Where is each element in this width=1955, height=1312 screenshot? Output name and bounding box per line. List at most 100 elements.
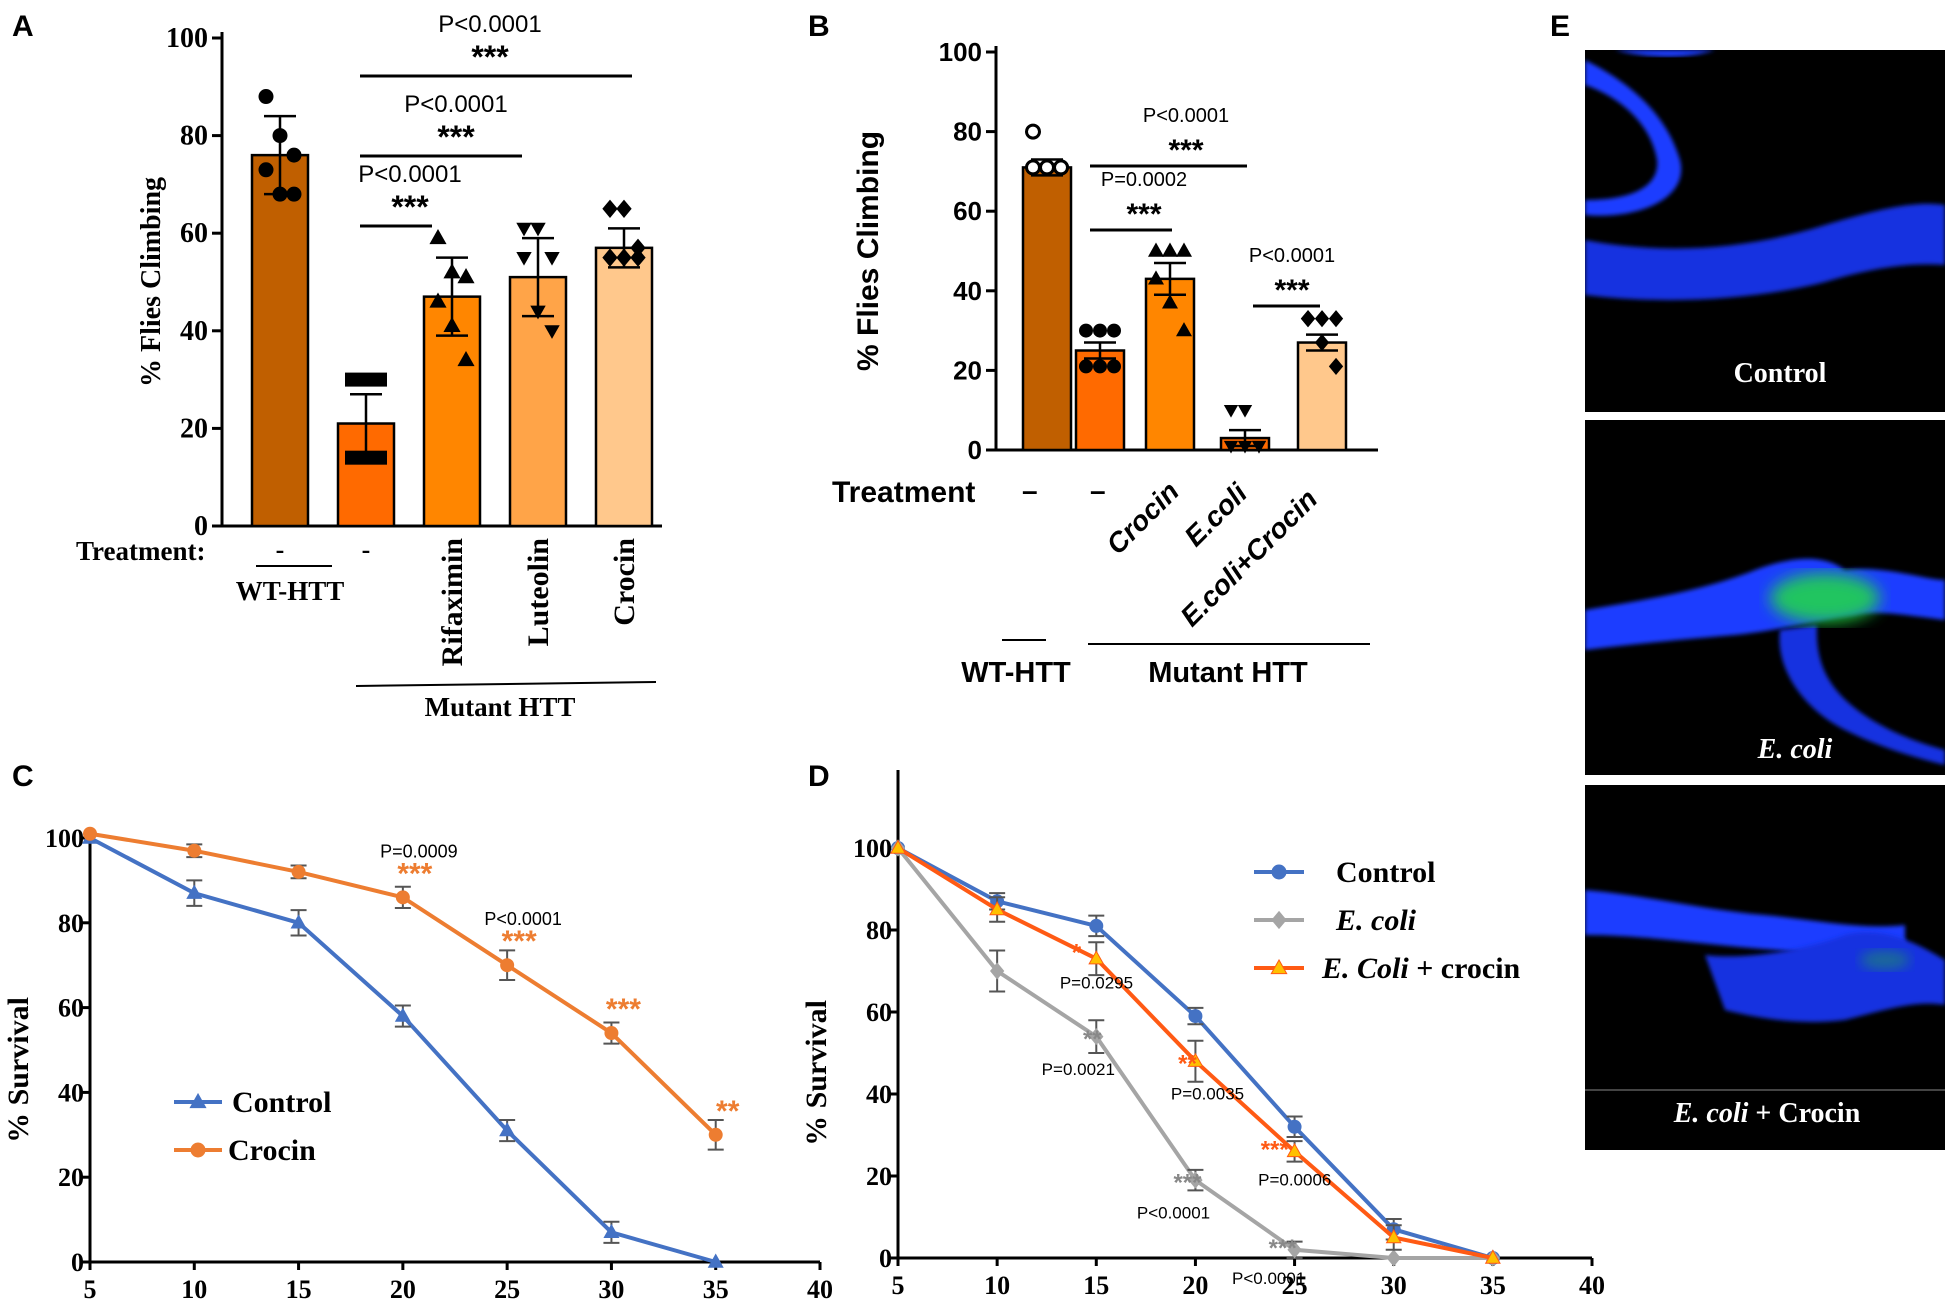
micrograph-label-ecoli-crocin: E. coli + Crocin (1673, 1098, 1861, 1129)
tissue-strand-upper (1585, 890, 1905, 958)
data-point (457, 351, 475, 367)
data-point (187, 843, 202, 858)
data-point (290, 914, 307, 929)
data-point (1187, 1052, 1204, 1067)
x-tick-label: 25 (494, 1275, 520, 1304)
micrograph-label-ecoli: E. coli (1757, 734, 1833, 765)
data-point (345, 372, 359, 387)
bar (1021, 166, 1073, 452)
legend-marker (1271, 910, 1287, 930)
y-tick-label: 20 (58, 1163, 84, 1192)
data-point (602, 199, 618, 218)
data-point (1079, 359, 1093, 374)
y-tick-label: 80 (180, 121, 208, 152)
data-point (1251, 440, 1267, 454)
data-point (1147, 270, 1165, 285)
data-point (1314, 310, 1330, 328)
legend-label-italic: E. Coli (1321, 952, 1409, 985)
y-tick-label: 20 (180, 413, 208, 444)
data-point (1025, 123, 1041, 140)
data-point (429, 229, 447, 245)
y-tick-label: 100 (853, 834, 892, 863)
micrograph-label-italic: E. coli (1673, 1098, 1749, 1129)
data-point (1386, 1249, 1401, 1267)
data-point (708, 1127, 723, 1142)
legend-label: Control (1336, 856, 1435, 889)
y-tick-label: 40 (180, 316, 208, 347)
category-label: – (1022, 475, 1038, 506)
legend-marker (1271, 864, 1287, 880)
y-tick-label: 60 (953, 196, 982, 226)
p-value-label: P<0.0001 (438, 11, 541, 38)
legend-marker (189, 1092, 207, 1109)
significance-stars: *** (606, 993, 641, 1026)
data-point (291, 864, 306, 879)
tissue-strand-upper (1585, 60, 1682, 216)
category-label: - (362, 535, 371, 564)
data-point (272, 186, 288, 202)
data-point (359, 372, 373, 387)
data-point (530, 305, 546, 320)
y-tick-label: 100 (166, 23, 208, 54)
chart-b: 0 20 40 60 80 100 % Flies Climbing *** P<0.0001 *… (832, 37, 1378, 689)
p-value-label: P<0.0001 (1249, 245, 1335, 267)
p-value-label: P=0.0021 (1042, 1060, 1115, 1079)
significance-stars: *** (397, 857, 432, 890)
category-label: - (276, 535, 285, 564)
data-point (499, 1122, 516, 1137)
data-point (345, 450, 359, 465)
group-label-mutant: Mutant HTT (425, 692, 576, 722)
p-value-label: P=0.0035 (1171, 1084, 1244, 1103)
data-point (286, 186, 302, 202)
group-label-wt: WT-HTT (961, 657, 1071, 689)
significance-stars: ** (1083, 1026, 1102, 1053)
treatment-label: Treatment (832, 476, 975, 509)
x-tick-label: 20 (390, 1275, 416, 1304)
p-value-label: P=0.0006 (1258, 1171, 1331, 1190)
panel-label-d: D (808, 760, 830, 793)
data-point (603, 1223, 620, 1239)
bar (250, 153, 310, 528)
data-point (1287, 1241, 1302, 1259)
tissue-strand-lower (1585, 203, 1945, 301)
data-point (395, 890, 410, 905)
gfp-signal-faint (1860, 950, 1910, 970)
y-axis-label: % Survival (800, 1000, 833, 1146)
p-value-label: P=0.0295 (1060, 974, 1133, 993)
p-value-label: P=0.0009 (380, 841, 458, 861)
data-point (616, 199, 632, 218)
y-tick-label: 80 (953, 117, 982, 147)
data-point (1300, 310, 1316, 328)
y-axis-label: % Survival (2, 997, 35, 1143)
data-point (544, 325, 560, 339)
data-point (1107, 323, 1121, 338)
data-point (1079, 323, 1093, 338)
y-tick-label: 40 (58, 1078, 84, 1107)
x-tick-label: 15 (1083, 1271, 1109, 1300)
y-tick-label: 0 (968, 435, 982, 465)
p-value-label: P<0.0001 (1137, 1203, 1210, 1222)
significance-stars: *** (471, 39, 509, 75)
x-tick-label: 5 (892, 1271, 905, 1300)
category-label: Crocin (608, 538, 641, 626)
data-point (272, 128, 288, 144)
data-point (1089, 1028, 1104, 1046)
data-point (359, 450, 373, 465)
data-point (989, 901, 1006, 916)
p-value-label: P<0.0001 (1143, 105, 1229, 127)
y-tick-label: 80 (866, 916, 892, 945)
data-point (516, 252, 532, 266)
data-point (1314, 333, 1330, 352)
micrograph-ecoli-crocin: E. coli + Crocin (1585, 785, 1945, 1150)
micrograph-ecoli-crocin-tissue: E. coli + Crocin (1585, 890, 1945, 1129)
x-tick-label: 40 (807, 1275, 833, 1304)
tissue-strand-main (1585, 558, 1945, 650)
data-point (1093, 323, 1107, 338)
significance-stars: ** (716, 1095, 740, 1128)
data-point (1089, 918, 1104, 933)
data-point (1237, 440, 1253, 454)
data-point (1053, 159, 1069, 176)
y-axis-label: % Flies Climbing (852, 131, 885, 371)
